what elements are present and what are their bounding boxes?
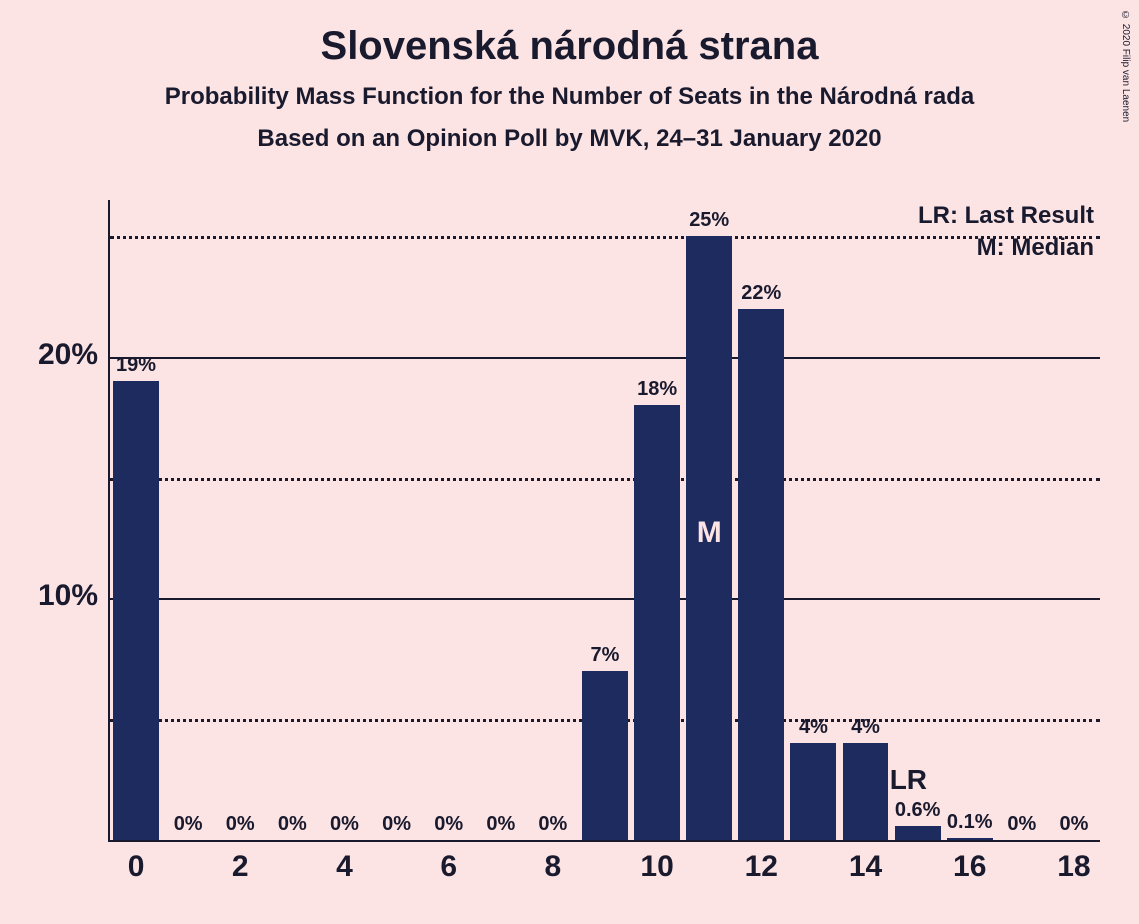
x-axis: [110, 840, 1100, 842]
y-axis-label: 20%: [38, 338, 98, 372]
bar-value-label: 0%: [1041, 813, 1107, 836]
x-axis-label: 8: [523, 850, 583, 884]
legend-last-result: LR: Last Result: [918, 202, 1094, 230]
bar: [790, 743, 836, 840]
chart-subtitle-2: Based on an Opinion Poll by MVK, 24–31 J…: [0, 125, 1139, 153]
bar: [843, 743, 889, 840]
x-axis-label: 4: [314, 850, 374, 884]
legend-median: M: Median: [977, 234, 1094, 262]
gridline: [110, 357, 1100, 359]
bar-value-label: 4%: [833, 716, 899, 739]
bar: [582, 671, 628, 840]
x-axis-label: 16: [940, 850, 1000, 884]
chart-title: Slovenská národná strana: [0, 0, 1139, 69]
bar: [634, 405, 680, 840]
bar-value-label: 7%: [572, 644, 638, 667]
median-marker: M: [686, 516, 732, 550]
gridline: [110, 478, 1100, 481]
x-axis-label: 14: [836, 850, 896, 884]
gridline: [110, 598, 1100, 600]
chart-subtitle-1: Probability Mass Function for the Number…: [0, 83, 1139, 111]
bar: [895, 826, 941, 840]
bar-value-label: 22%: [728, 282, 794, 305]
bar-value-label: 19%: [103, 354, 169, 377]
copyright-text: © 2020 Filip van Laenen: [1120, 10, 1131, 122]
bar: [738, 309, 784, 840]
x-axis-label: 0: [106, 850, 166, 884]
x-axis-label: 18: [1044, 850, 1104, 884]
chart-plot-area: 10%20%19%0%0%0%0%0%0%0%0%7%18%25%M22%4%4…: [110, 200, 1100, 840]
y-axis: [108, 200, 110, 842]
last-result-marker: LR: [890, 764, 956, 796]
bar-value-label: 25%: [676, 209, 742, 232]
x-axis-label: 12: [731, 850, 791, 884]
x-axis-label: 10: [627, 850, 687, 884]
x-axis-label: 2: [210, 850, 270, 884]
bar-value-label: 0%: [520, 813, 586, 836]
bar-value-label: 18%: [624, 378, 690, 401]
gridline: [110, 236, 1100, 239]
bar: [113, 381, 159, 840]
x-axis-label: 6: [419, 850, 479, 884]
y-axis-label: 10%: [38, 579, 98, 613]
